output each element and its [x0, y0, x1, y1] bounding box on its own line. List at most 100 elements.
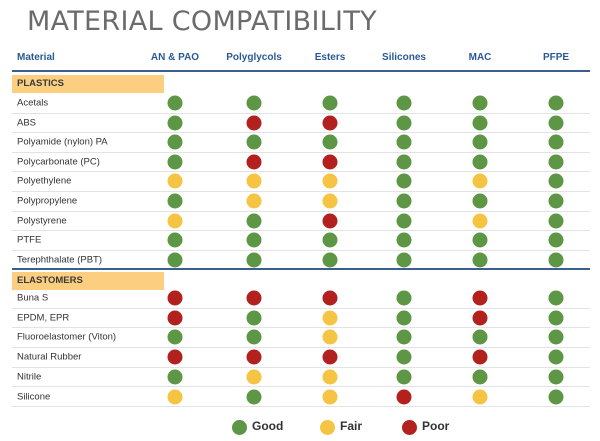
- rating-dot-good: [167, 154, 183, 170]
- rating-dot-good: [548, 369, 564, 385]
- rating-dot-good: [548, 95, 564, 111]
- rating-dot-good: [548, 252, 564, 268]
- rating-dot-good: [246, 213, 262, 229]
- rating-dot-good: [548, 213, 564, 229]
- rating-dot-good: [548, 173, 564, 189]
- rating-dot-good: [548, 154, 564, 170]
- section-divider: [12, 70, 590, 72]
- rating-dot-poor: [322, 349, 338, 365]
- material-name: Polycarbonate (PC): [17, 156, 100, 168]
- rating-dot-good: [322, 232, 338, 248]
- rating-dot-good: [396, 173, 412, 189]
- rating-dot-good: [472, 154, 488, 170]
- rating-dot-good: [396, 213, 412, 229]
- rating-dot-fair: [472, 213, 488, 229]
- rating-dot-good: [396, 232, 412, 248]
- rating-dot-poor: [472, 349, 488, 365]
- rating-dot-good: [246, 310, 262, 326]
- rating-dot-good: [167, 95, 183, 111]
- row-separator: [12, 132, 590, 133]
- row-separator: [12, 308, 590, 309]
- rating-dot-poor: [246, 290, 262, 306]
- rating-dot-fair: [322, 193, 338, 209]
- material-name: PTFE: [17, 234, 42, 246]
- rating-dot-fair: [246, 193, 262, 209]
- material-name: Polystyrene: [17, 215, 67, 227]
- rating-dot-fair: [472, 389, 488, 404]
- rating-dot-fair: [322, 329, 338, 345]
- material-name: Natural Rubber: [17, 351, 82, 363]
- rating-dot-good: [246, 95, 262, 111]
- rating-dot-poor: [167, 290, 183, 306]
- rating-dot-fair: [246, 369, 262, 385]
- rating-dot-good: [548, 134, 564, 150]
- material-name: EPDM, EPR: [17, 312, 70, 324]
- rating-dot-good: [246, 252, 262, 268]
- row-separator: [12, 191, 590, 192]
- rating-dot-good: [246, 232, 262, 248]
- rating-dot-poor: [322, 154, 338, 170]
- rating-dot-good: [472, 369, 488, 385]
- material-name: Terephthalate (PBT): [17, 254, 103, 266]
- rating-dot-good: [396, 115, 412, 131]
- rating-dot-poor: [472, 310, 488, 326]
- column-header-material: Material: [17, 52, 55, 63]
- rating-dot-good: [167, 329, 183, 345]
- rating-dot-good: [322, 95, 338, 111]
- rating-dot-good: [396, 310, 412, 326]
- legend-label-poor: Poor: [422, 419, 450, 433]
- rating-dot-poor: [246, 154, 262, 170]
- material-name: Polyethylene: [17, 175, 72, 187]
- rating-dot-poor: [167, 310, 183, 326]
- rating-dot-poor: [322, 115, 338, 131]
- section-label: PLASTICS: [12, 75, 164, 93]
- rating-dot-good: [396, 95, 412, 111]
- material-name: Acetals: [17, 97, 49, 109]
- rating-dot-fair: [322, 369, 338, 385]
- rating-dot-poor: [472, 290, 488, 306]
- row-separator: [12, 152, 590, 153]
- rating-dot-good: [472, 329, 488, 345]
- row-separator: [12, 230, 590, 231]
- rating-dot-good: [167, 193, 183, 209]
- row-separator: [12, 367, 590, 368]
- page-title: MATERIAL COMPATIBILITY: [27, 6, 377, 37]
- row-separator: [12, 386, 590, 387]
- legend-label-fair: Fair: [340, 419, 363, 433]
- rating-dot-poor: [396, 389, 412, 404]
- column-header-5: MAC: [468, 52, 492, 63]
- material-name: Polyamide (nylon) PA: [17, 136, 108, 148]
- rating-dot-fair: [246, 173, 262, 189]
- rating-dot-good: [548, 389, 564, 404]
- material-name: Silicone: [17, 391, 51, 402]
- row-separator: [12, 406, 590, 407]
- material-name: Polypropylene: [17, 195, 78, 207]
- material-name: Nitrile: [17, 371, 42, 383]
- rating-dot-good: [472, 134, 488, 150]
- rating-dot-good: [548, 193, 564, 209]
- rating-dot-good: [167, 232, 183, 248]
- material-name: ABS: [17, 117, 37, 129]
- material-name: Buna S: [17, 292, 49, 304]
- rating-dot-good: [548, 310, 564, 326]
- rating-dot-good: [548, 290, 564, 306]
- rating-dot-good: [396, 349, 412, 365]
- rating-dot-fair: [322, 310, 338, 326]
- rating-dot-good: [548, 232, 564, 248]
- rating-dot-fair: [322, 389, 338, 404]
- rating-dot-fair: [167, 173, 183, 189]
- rating-dot-good: [472, 95, 488, 111]
- section-label: ELASTOMERS: [12, 272, 164, 290]
- rating-dot-fair: [167, 389, 183, 404]
- row-separator: [12, 211, 590, 212]
- rating-dot-good: [472, 232, 488, 248]
- rating-dot-good: [472, 115, 488, 131]
- rating-dot-good: [396, 154, 412, 170]
- rating-dot-good: [246, 134, 262, 150]
- legend-dot-fair: [320, 420, 335, 435]
- column-header-4: Silicones: [382, 52, 426, 63]
- rating-dot-good: [396, 134, 412, 150]
- rating-dot-good: [472, 252, 488, 268]
- rating-dot-good: [167, 134, 183, 150]
- column-header-3: Esters: [314, 52, 346, 63]
